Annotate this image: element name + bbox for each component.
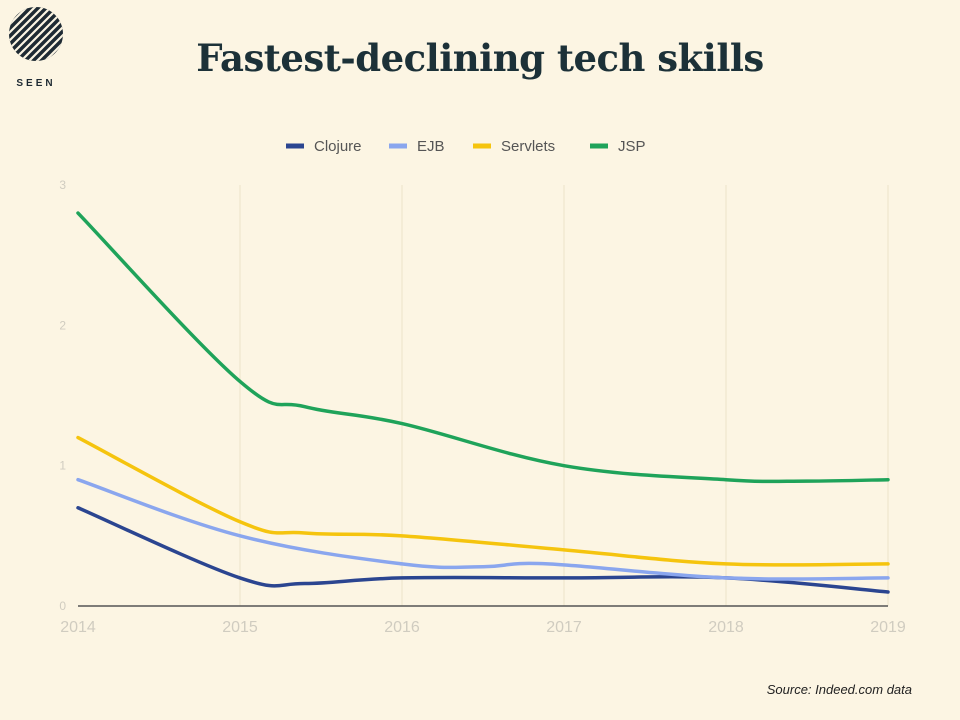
source-note: Source: Indeed.com data [766, 682, 912, 697]
x-tick-label: 2015 [222, 619, 258, 636]
legend-label: EJB [417, 138, 445, 155]
series-line-jsp [76, 211, 890, 484]
axes: 2014 2015 2016 2017 2018 2019 0 1 2 3 [59, 178, 906, 636]
y-tick-label: 3 [59, 178, 66, 192]
y-tick-label: 2 [59, 318, 66, 332]
seen-logo: SEEN [9, 7, 63, 89]
x-tick-label: 2019 [870, 619, 906, 636]
x-tick-label: 2018 [708, 619, 744, 636]
legend: Clojure EJB Servlets JSP [286, 138, 646, 155]
logo-text: SEEN [16, 78, 55, 89]
x-tick-label: 2016 [384, 619, 420, 636]
x-tick-label: 2017 [546, 619, 582, 636]
legend-label: JSP [618, 138, 646, 155]
series-lines [76, 211, 890, 594]
y-tick-label: 0 [59, 599, 66, 613]
x-tick-label: 2014 [60, 619, 96, 636]
series-line-ejb [76, 477, 890, 581]
chart-title: Fastest-declining tech skills [196, 36, 764, 80]
y-tick-label: 1 [59, 459, 66, 473]
legend-label: Servlets [501, 138, 555, 155]
series-line-servlets [76, 435, 890, 567]
legend-label: Clojure [314, 138, 362, 155]
gridlines [239, 185, 889, 606]
